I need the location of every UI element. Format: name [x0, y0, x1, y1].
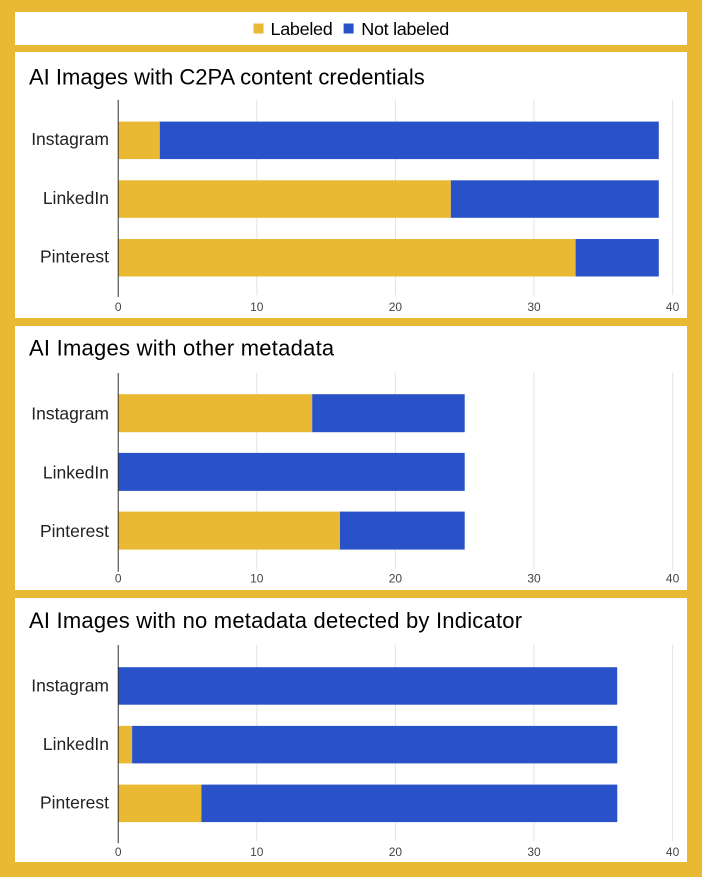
svg-text:Pinterest: Pinterest: [40, 246, 109, 266]
svg-text:0: 0: [115, 300, 122, 314]
svg-text:Instagram: Instagram: [31, 403, 109, 423]
svg-text:40: 40: [666, 300, 680, 314]
svg-text:10: 10: [250, 300, 264, 314]
svg-text:0: 0: [115, 845, 122, 859]
svg-text:40: 40: [666, 571, 680, 585]
svg-text:Instagram: Instagram: [31, 129, 109, 149]
svg-text:0: 0: [115, 571, 122, 585]
svg-text:30: 30: [527, 571, 541, 585]
svg-text:20: 20: [389, 571, 403, 585]
svg-text:20: 20: [389, 845, 403, 859]
svg-text:Not labeled: Not labeled: [361, 19, 449, 39]
svg-text:Pinterest: Pinterest: [40, 793, 109, 813]
svg-text:AI Images with no metadata det: AI Images with no metadata detected by I…: [29, 608, 522, 633]
svg-text:40: 40: [666, 845, 680, 859]
svg-text:LinkedIn: LinkedIn: [43, 188, 109, 208]
svg-text:Pinterest: Pinterest: [40, 521, 109, 541]
svg-text:30: 30: [527, 845, 541, 859]
svg-text:10: 10: [250, 571, 264, 585]
svg-text:Instagram: Instagram: [31, 676, 109, 696]
svg-text:AI Images with C2PA content cr: AI Images with C2PA content credentials: [29, 64, 425, 89]
svg-text:LinkedIn: LinkedIn: [43, 462, 109, 482]
svg-text:LinkedIn: LinkedIn: [43, 734, 109, 754]
svg-text:30: 30: [527, 300, 541, 314]
svg-text:20: 20: [389, 300, 403, 314]
svg-text:10: 10: [250, 845, 264, 859]
svg-text:AI Images with other metadata: AI Images with other metadata: [29, 335, 335, 360]
svg-text:Labeled: Labeled: [271, 19, 333, 39]
